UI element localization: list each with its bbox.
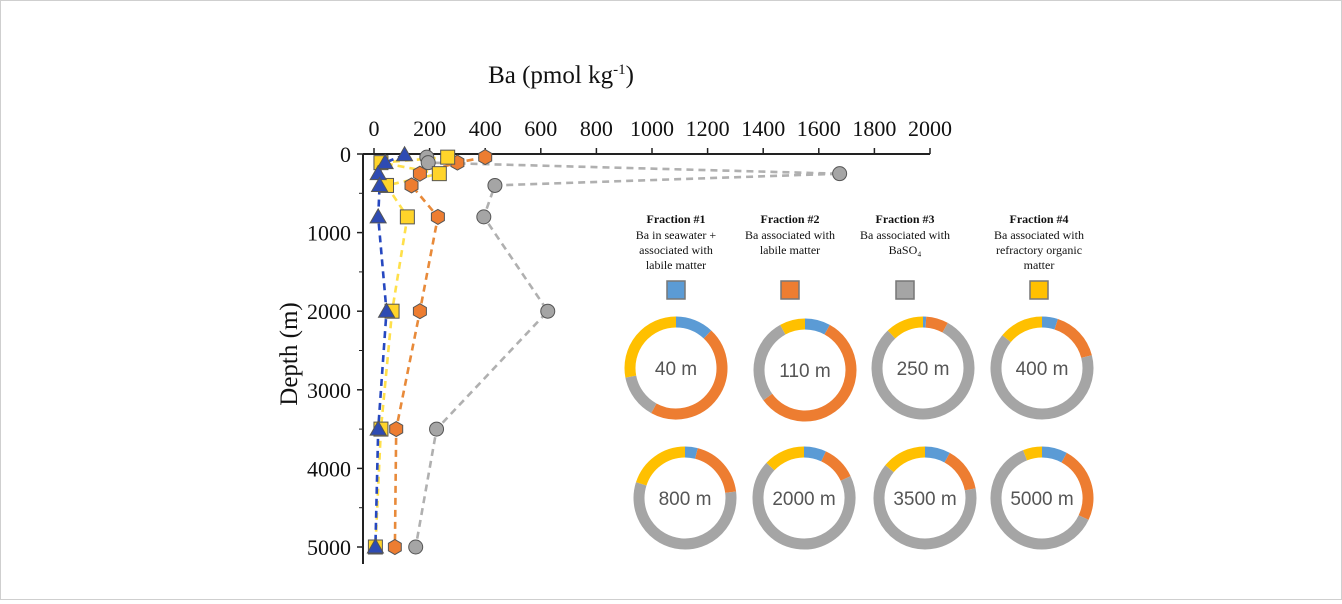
data-point-circle xyxy=(477,210,491,224)
donut-label: 5000 m xyxy=(1010,489,1073,510)
x-tick-label: 600 xyxy=(524,116,557,141)
donut-segment xyxy=(685,452,696,453)
data-point-hexagon xyxy=(405,178,418,193)
donut-segment xyxy=(1042,452,1064,458)
donut-segment xyxy=(804,452,824,456)
x-axis-title-sup: -1 xyxy=(613,62,626,78)
fraction-description: labile matter xyxy=(646,258,706,272)
fraction-description: BaSO₄ xyxy=(889,243,922,257)
x-ticks: 0 200 400 600 800 1000 1200 1400 1600 1800 2000 xyxy=(369,116,953,154)
x-tick-label: 1800 xyxy=(852,116,896,141)
data-point-hexagon xyxy=(388,540,401,555)
y-tick-label: 5000 xyxy=(307,535,351,560)
data-point-circle xyxy=(488,178,502,192)
donut-label: 40 m xyxy=(655,359,697,380)
fraction-title: Fraction #4 xyxy=(1010,212,1069,226)
y-tick-label: 1000 xyxy=(307,221,351,246)
donut-segment xyxy=(1025,452,1042,455)
y-axis-title: Depth (m) xyxy=(276,302,303,405)
data-point-hexagon xyxy=(431,209,444,224)
donut-segment xyxy=(783,324,805,330)
donut-segment xyxy=(947,458,970,490)
fraction-description: Ba in seawater + xyxy=(636,228,717,242)
data-point-square xyxy=(432,167,446,181)
x-tick-label: 1000 xyxy=(630,116,674,141)
x-tick-label: 1400 xyxy=(741,116,785,141)
fraction-swatch xyxy=(896,281,914,299)
donut-chart: 2000 m xyxy=(758,452,850,544)
x-axis-title: Ba (pmol kg-1) xyxy=(488,62,634,89)
fraction-title: Fraction #3 xyxy=(876,212,935,226)
x-axis-title-main: Ba (pmol kg xyxy=(488,62,613,89)
data-point-square xyxy=(441,150,455,164)
fraction-description: matter xyxy=(1024,258,1055,272)
data-point-circle xyxy=(409,540,423,554)
fraction-swatch xyxy=(1030,281,1048,299)
x-tick-label: 800 xyxy=(580,116,613,141)
donut-label: 110 m xyxy=(779,361,830,382)
donut-segment xyxy=(824,456,846,478)
fraction-swatch xyxy=(781,281,799,299)
fraction-legend: Fraction #1 Ba in seawater +associated wi… xyxy=(636,212,1084,299)
x-tick-label: 400 xyxy=(469,116,502,141)
data-point-circle xyxy=(430,422,444,436)
y-ticks: 0 1000 2000 3000 4000 5000 xyxy=(307,142,363,560)
donut-chart: 400 m xyxy=(996,322,1088,414)
donut-chart: 110 m xyxy=(759,324,851,416)
data-point-hexagon xyxy=(390,422,403,437)
data-point-hexagon xyxy=(479,150,492,165)
x-tick-label: 0 xyxy=(369,116,380,141)
donut-segment xyxy=(641,452,685,484)
donut-label: 250 m xyxy=(897,359,950,380)
donut-segment xyxy=(696,453,730,492)
donut-label: 800 m xyxy=(659,489,712,510)
x-tick-label: 1600 xyxy=(797,116,841,141)
donut-label: 3500 m xyxy=(893,489,956,510)
donut-chart: 800 m xyxy=(639,452,731,544)
fraction-description: refractory organic xyxy=(996,243,1082,257)
data-point-hexagon xyxy=(413,304,426,319)
y-tick-label: 0 xyxy=(340,142,351,167)
x-tick-label: 1200 xyxy=(686,116,730,141)
fraction-description: labile matter xyxy=(760,243,820,257)
donut-segment xyxy=(676,322,707,334)
donut-segment xyxy=(805,324,827,330)
fraction-swatch xyxy=(667,281,685,299)
fraction-description: Ba associated with xyxy=(745,228,835,242)
donut-segment xyxy=(925,452,947,458)
donut-label: 2000 m xyxy=(772,489,835,510)
x-axis-title-end: ) xyxy=(626,62,634,89)
donut-chart: 250 m xyxy=(877,322,969,414)
fraction-title: Fraction #2 xyxy=(761,212,820,226)
x-tick-label: 2000 xyxy=(908,116,952,141)
y-tick-label: 3000 xyxy=(307,378,351,403)
donut-charts: 40 m 110 m 250 m 400 m 800 m 2000 m 3500 m 5000… xyxy=(630,322,1088,544)
data-point-circle xyxy=(833,167,847,181)
x-tick-label: 200 xyxy=(413,116,446,141)
data-point-square xyxy=(400,210,414,224)
fraction-description: Ba associated with xyxy=(994,228,1084,242)
donut-segment xyxy=(1056,324,1086,356)
donut-segment xyxy=(770,452,804,467)
donut-segment xyxy=(1042,322,1056,324)
donut-chart: 5000 m xyxy=(996,452,1088,544)
donut-segment xyxy=(892,322,923,334)
data-point-circle xyxy=(541,304,555,318)
y-tick-label: 2000 xyxy=(307,299,351,324)
data-point-triangle xyxy=(370,209,386,223)
donut-segment xyxy=(631,377,654,409)
fraction-title: Fraction #1 xyxy=(647,212,706,226)
data-point-hexagon xyxy=(413,166,426,181)
y-tick-label: 4000 xyxy=(307,456,351,481)
donut-segment xyxy=(926,322,945,328)
fraction-description: Ba associated with xyxy=(860,228,950,242)
donut-chart: 3500 m xyxy=(879,452,971,544)
donut-chart: 40 m xyxy=(630,322,722,414)
donut-label: 400 m xyxy=(1016,359,1069,380)
donut-segment xyxy=(890,452,925,469)
fraction-description: associated with xyxy=(639,243,713,257)
donut-segment xyxy=(1007,322,1042,339)
